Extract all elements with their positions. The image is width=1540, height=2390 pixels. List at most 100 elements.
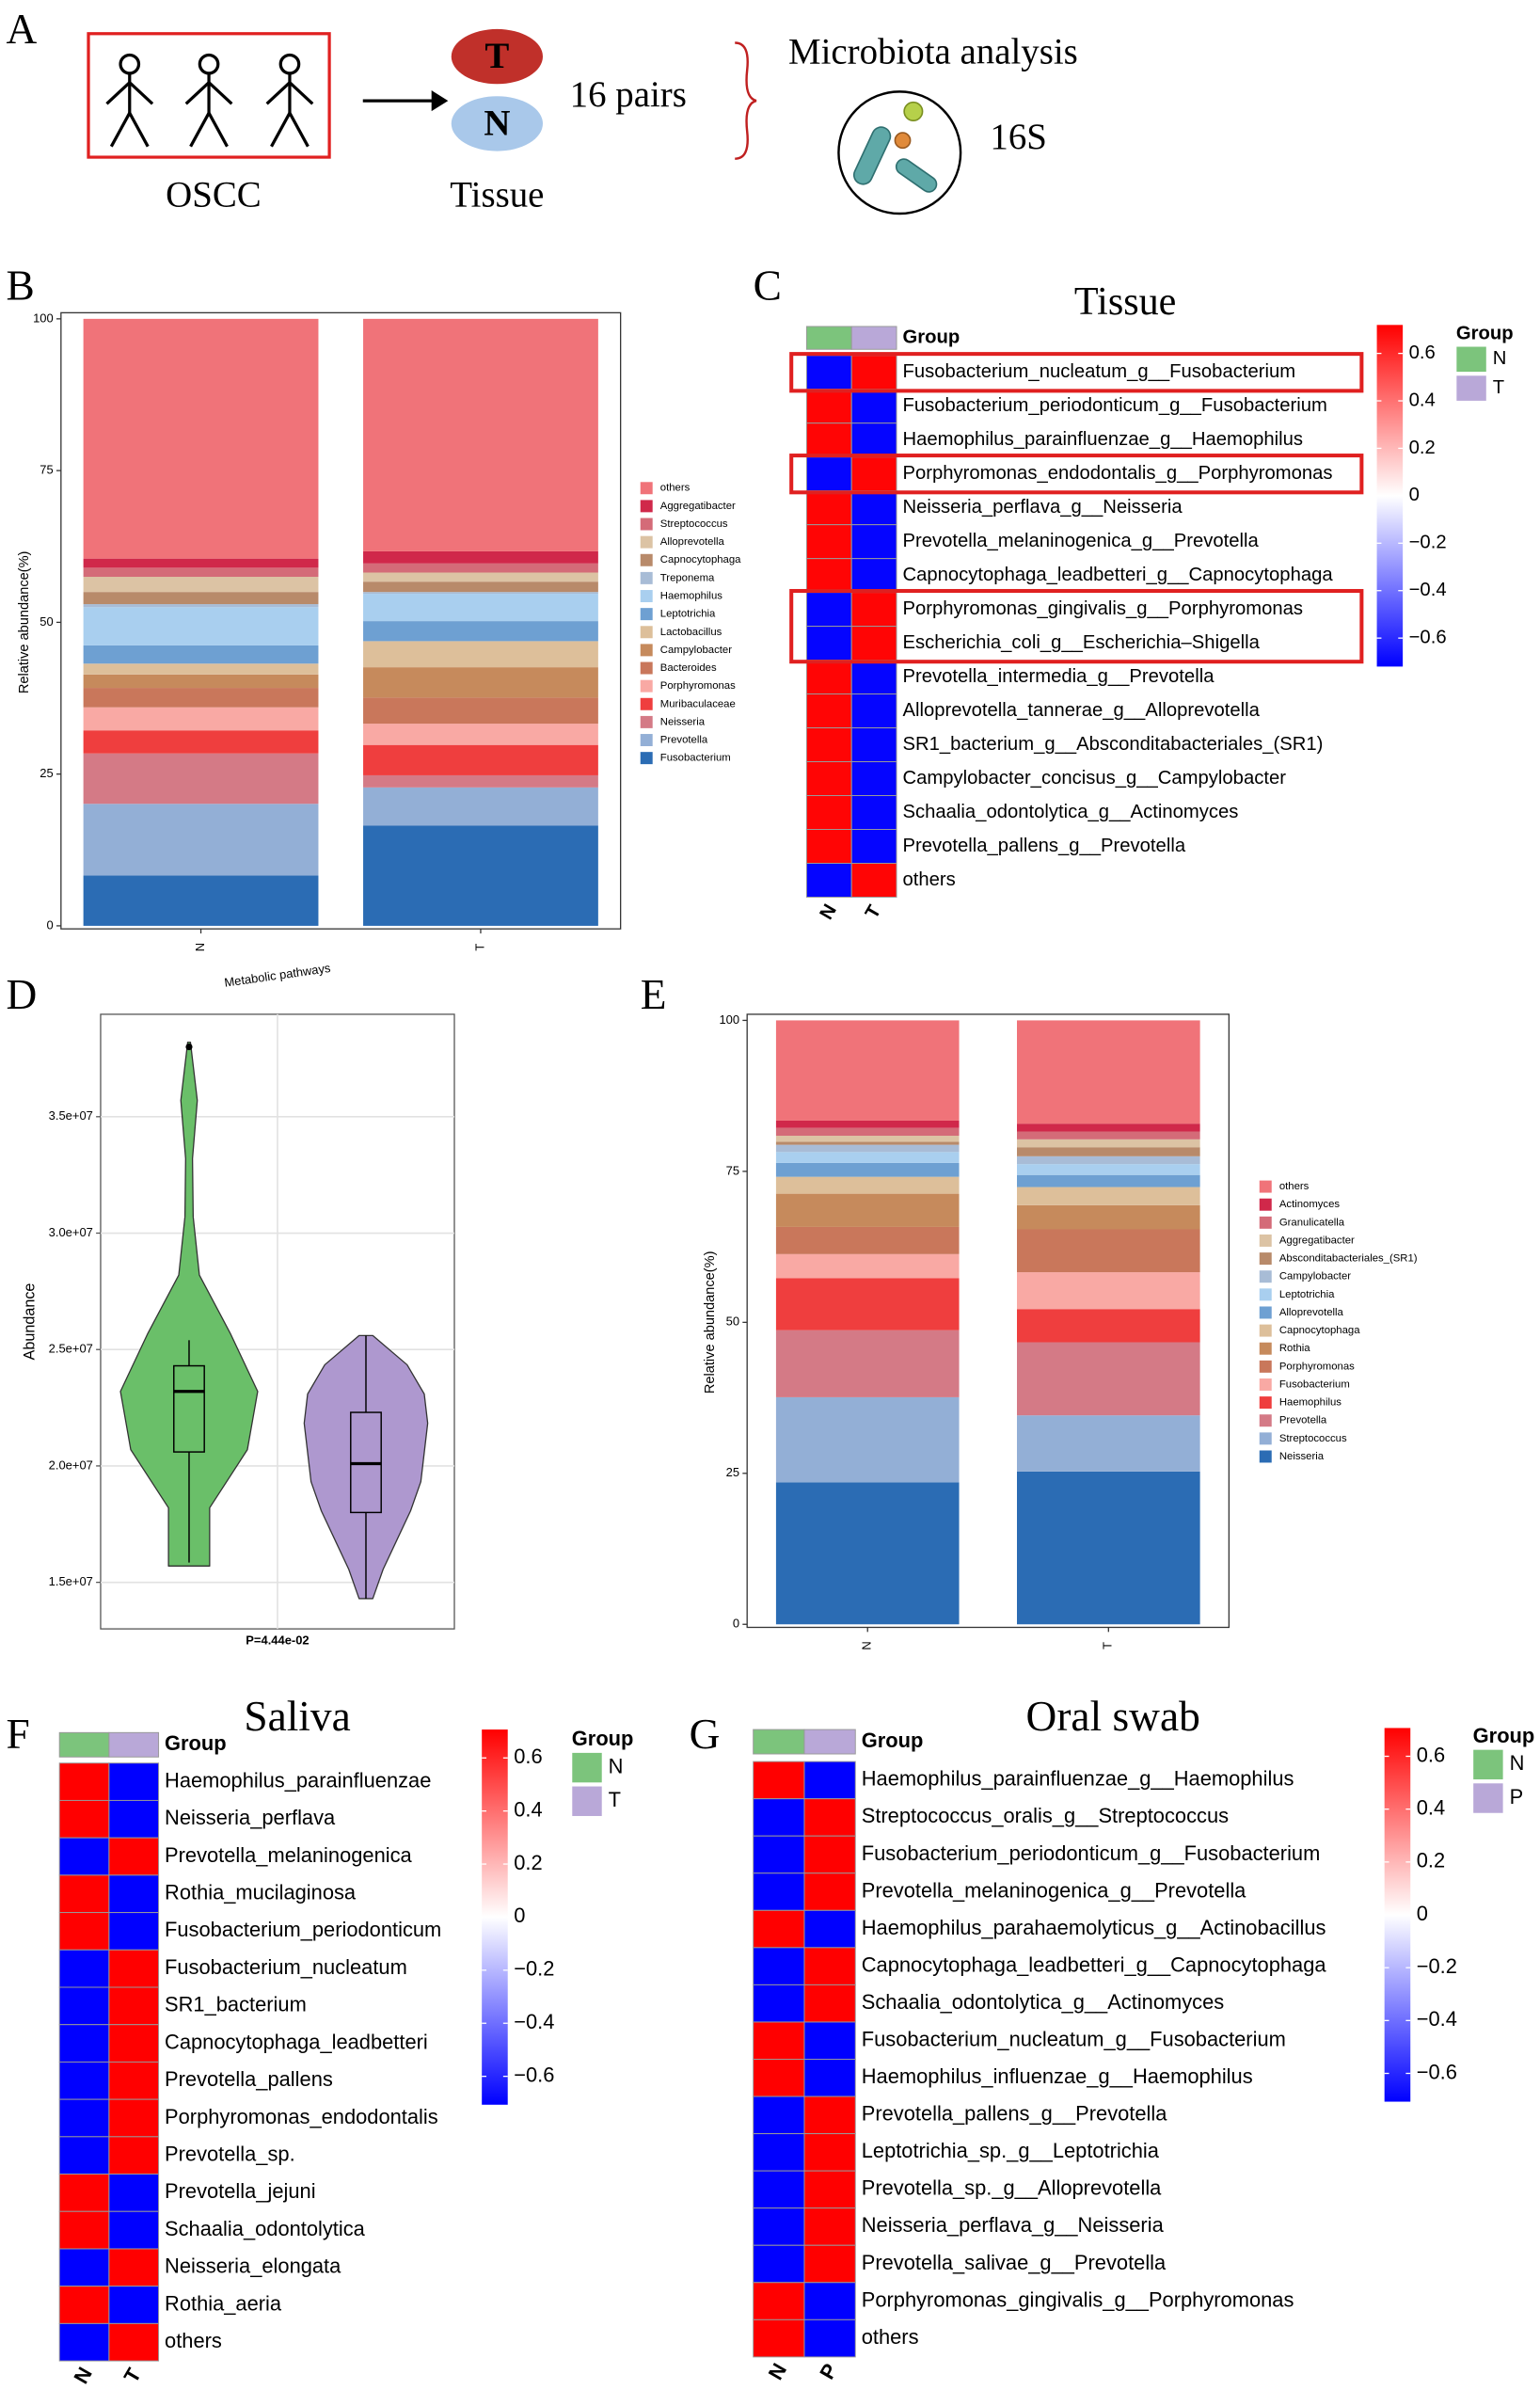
row-label: others	[165, 2329, 222, 2352]
heatmap-cell	[803, 1872, 856, 1911]
heatmap-cell	[108, 2024, 160, 2063]
legend-label: Haemophilus	[1279, 1397, 1342, 1409]
heatmap-cell	[108, 2098, 160, 2138]
normal-label: N	[484, 104, 510, 144]
sample-label: Tissue	[450, 175, 544, 215]
row-label: Capnocytophaga_leadbetteri_g__Capnocytop…	[903, 565, 1334, 585]
method-label: 16S	[990, 117, 1047, 157]
y-tick-label: 25	[726, 1465, 739, 1479]
row-label: Leptotrichia_sp._g__Leptotrichia	[862, 2139, 1160, 2162]
heatmap-cell	[58, 2098, 110, 2138]
heatmap-cell	[108, 2061, 160, 2100]
bar-segment	[83, 730, 319, 754]
heatmap-cell	[805, 727, 852, 763]
legend-label: Aggregatibacter	[660, 501, 736, 512]
row-label: Neisseria_perflava_g__Neisseria	[862, 2213, 1165, 2237]
bar-segment	[1017, 1187, 1200, 1205]
bar-segment	[83, 688, 319, 708]
legend-label: Leptotrichia	[1279, 1289, 1335, 1300]
heatmap-cell	[58, 2322, 110, 2362]
column-label: N	[817, 901, 841, 924]
bar-segment	[363, 582, 598, 593]
bar-segment	[775, 1020, 960, 1121]
heatmap-cell	[58, 1799, 110, 1839]
violin	[119, 1041, 259, 1567]
legend-swatch	[1259, 1342, 1272, 1355]
y-axis-label: Abundance	[22, 1283, 39, 1361]
heatmap-cell	[805, 795, 852, 830]
plot-frame	[60, 311, 622, 930]
legend-label: Neisseria	[1279, 1451, 1325, 1462]
heatmap-cell	[753, 1872, 805, 1911]
legend-swatch	[640, 518, 653, 531]
heatmap-cell	[805, 693, 852, 729]
legend-label: P	[1510, 1785, 1524, 1808]
tumor-icon	[451, 28, 544, 85]
heatmap-cell	[803, 1798, 856, 1837]
legend-title: Group	[1456, 323, 1514, 343]
y-tick-label: 100	[33, 311, 54, 325]
heatmap-cell	[58, 1874, 110, 1914]
heatmap-cell	[803, 1984, 856, 2023]
row-label: Prevotella_melaninogenica_g__Prevotella	[862, 1878, 1246, 1902]
colorbar-tick-label: 0.6	[1409, 343, 1436, 363]
row-label: Neisseria_elongata	[165, 2255, 341, 2278]
bar-segment	[775, 1127, 960, 1137]
heatmap-cell	[753, 2021, 805, 2060]
bar-segment	[775, 1482, 960, 1625]
bar-segment	[775, 1120, 960, 1128]
highlight-box	[789, 588, 1364, 664]
tumor-label: T	[484, 36, 509, 76]
legend-label: Porphyromonas	[1279, 1361, 1355, 1372]
heatmap-cell	[803, 1947, 856, 1985]
row-label: Prevotella_intermedia_g__Prevotella	[903, 666, 1215, 687]
legend-label: Haemophilus	[660, 591, 722, 602]
bar-segment	[775, 1141, 960, 1145]
heatmap-cell	[850, 862, 897, 898]
colorbar-tick-label: 0.4	[1409, 390, 1436, 410]
bar-segment	[1017, 1229, 1200, 1273]
heatmap-cell	[108, 2136, 160, 2175]
legend-swatch	[1455, 374, 1487, 402]
bar-segment	[775, 1162, 960, 1177]
heatmap-cell	[58, 2174, 110, 2212]
heatmap-cell	[753, 2282, 805, 2320]
heatmap-cell	[850, 490, 897, 526]
legend-swatch	[1259, 1360, 1272, 1373]
legend-swatch	[1259, 1396, 1272, 1410]
colorbar-tick-label: −0.6	[1409, 627, 1447, 647]
row-label: Prevotella_melaninogenica	[165, 1843, 413, 1867]
bar-segment	[775, 1136, 960, 1142]
heatmap-cell	[805, 660, 852, 695]
bar-segment	[83, 318, 319, 559]
bar-segment	[1017, 1174, 1200, 1187]
box	[173, 1364, 205, 1453]
legend-swatch	[640, 608, 653, 621]
y-tick-label: 1.5e+07	[49, 1574, 93, 1588]
heatmap-cell	[850, 660, 897, 695]
y-tick-label: 100	[719, 1012, 739, 1027]
legend-swatch	[640, 734, 653, 747]
colorbar-tick-label: −0.6	[1417, 2060, 1457, 2083]
bar-segment	[363, 621, 598, 642]
heatmap-cell	[108, 1799, 160, 1839]
bar-segment	[363, 825, 598, 926]
group-bar	[753, 1729, 805, 1755]
heatmap-cell	[803, 2244, 856, 2284]
heatmap-cell	[108, 2286, 160, 2324]
bar-segment	[1017, 1131, 1200, 1139]
x-tick-label: T	[472, 944, 486, 951]
row-label: Haemophilus_parainfluenzae_g__Haemophilu…	[862, 1767, 1294, 1791]
colorbar-tick-label: 0.2	[514, 1851, 542, 1874]
legend-swatch	[1472, 1748, 1504, 1781]
heatmap-cell	[803, 1909, 856, 1949]
bar-segment	[775, 1144, 960, 1153]
heatmap-cell	[805, 456, 852, 492]
panel-label: G	[690, 1711, 721, 1758]
bar-segment	[775, 1193, 960, 1227]
cohort-box	[87, 32, 331, 159]
legend-swatch	[1259, 1324, 1272, 1337]
group-label: Group	[862, 1729, 924, 1752]
bar-segment	[363, 592, 598, 595]
heatmap-cell	[850, 558, 897, 594]
